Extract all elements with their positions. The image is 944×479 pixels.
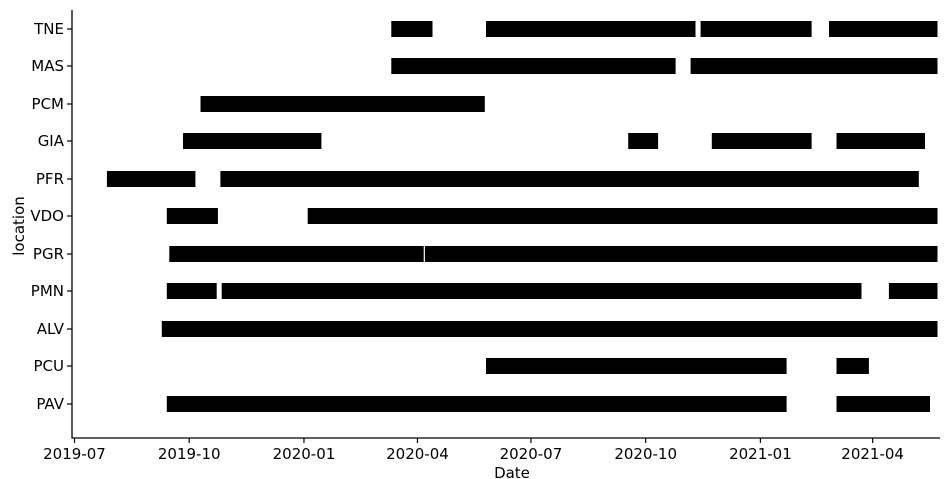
y-tick-label: PFR <box>36 170 64 188</box>
y-tick-label: PMN <box>31 282 64 300</box>
y-tick-label: VDO <box>30 207 64 225</box>
x-tick-label: 2020-07 <box>500 445 563 463</box>
bar-mas <box>391 58 676 74</box>
bar-tne <box>700 21 812 37</box>
x-axis-title: Date <box>494 464 530 479</box>
bar-mas <box>690 58 938 74</box>
bar-pav <box>836 396 930 412</box>
bar-pmn <box>221 283 862 299</box>
bar-vdo <box>307 208 938 224</box>
bar-tne <box>391 21 433 37</box>
y-tick-label: PCM <box>32 95 64 113</box>
y-tick-label: ALV <box>37 320 65 338</box>
bar-pcu <box>486 358 787 374</box>
bar-alv <box>161 321 938 337</box>
y-tick-label: PGR <box>33 245 64 263</box>
bar-gia <box>628 133 659 149</box>
y-tick-label: MAS <box>31 57 64 75</box>
bar-pfr <box>220 171 919 187</box>
axes-frame <box>71 10 940 439</box>
x-tick-label: 2021-04 <box>841 445 904 463</box>
y-axis-title: location <box>10 196 28 256</box>
x-tick-label: 2020-04 <box>386 445 449 463</box>
bar-pcm <box>200 96 485 112</box>
bar-gia <box>183 133 322 149</box>
bar-pgr <box>169 246 424 262</box>
x-tick-label: 2020-01 <box>273 445 336 463</box>
x-tick-label: 2020-10 <box>614 445 677 463</box>
axes-layer: TNE MAS PCM GIA PFR VDO PGR PMN ALV PCU PAV 2019-07… <box>30 10 940 463</box>
bars-layer <box>106 21 938 412</box>
bar-pav <box>166 396 787 412</box>
bar-pfr <box>106 171 196 187</box>
bar-vdo <box>166 208 218 224</box>
y-tick-label: GIA <box>38 132 65 150</box>
bar-pmn <box>166 283 217 299</box>
bar-pcu <box>836 358 869 374</box>
x-tick-label: 2021-01 <box>729 445 792 463</box>
y-tick-label: TNE <box>33 20 64 38</box>
bar-gia <box>836 133 925 149</box>
bar-gia <box>711 133 812 149</box>
x-tick-label: 2019-07 <box>43 445 106 463</box>
x-tick-label: 2019-10 <box>158 445 221 463</box>
bar-pmn <box>888 283 938 299</box>
y-tick-label: PCU <box>34 357 65 375</box>
bar-tne <box>486 21 696 37</box>
bar-tne <box>829 21 938 37</box>
y-tick-label: PAV <box>36 395 64 413</box>
bar-pgr <box>424 246 938 262</box>
